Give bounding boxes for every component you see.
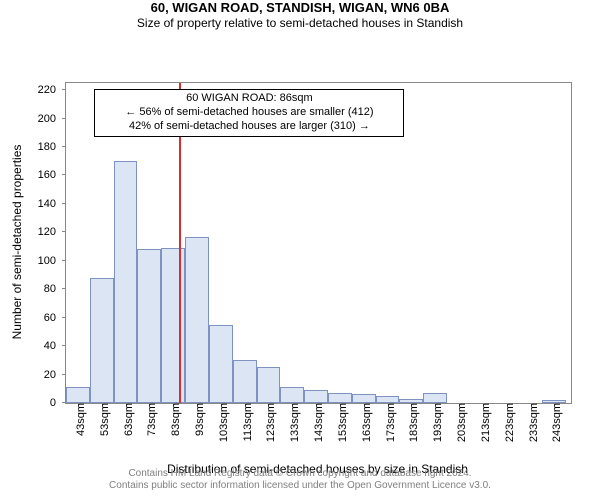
x-tick-label: 63sqm: [117, 403, 135, 436]
y-tick-label: 0: [50, 397, 66, 409]
x-tick-label: 173sqm: [379, 403, 397, 442]
x-tick-label: 53sqm: [93, 403, 111, 436]
x-tick-label: 143sqm: [307, 403, 325, 442]
histogram-bar: [114, 161, 138, 403]
x-tick-label: 183sqm: [402, 403, 420, 442]
y-tick-label: 20: [44, 369, 66, 381]
annotation-line-2: ← 56% of semi-detached houses are smalle…: [101, 106, 397, 120]
histogram-bar: [161, 248, 185, 403]
x-tick-label: 233sqm: [522, 403, 540, 442]
histogram-bar: [90, 278, 114, 403]
x-tick-label: 93sqm: [188, 403, 206, 436]
histogram-bar: [304, 390, 328, 403]
footer-line-1: Contains HM Land Registry data © Crown c…: [0, 468, 600, 480]
x-tick-label: 83sqm: [164, 403, 182, 436]
x-tick-label: 243sqm: [545, 403, 563, 442]
x-tick-label: 213sqm: [474, 403, 492, 442]
histogram-bar: [352, 394, 376, 403]
x-tick-label: 113sqm: [236, 403, 254, 441]
y-tick-label: 120: [38, 226, 66, 238]
histogram-bar: [185, 237, 209, 403]
y-tick-label: 100: [38, 255, 66, 267]
histogram-bar: [233, 360, 257, 403]
annotation-line-1: 60 WIGAN ROAD: 86sqm: [101, 92, 397, 106]
y-tick-label: 60: [44, 312, 66, 324]
chart-subtitle: Size of property relative to semi-detach…: [0, 16, 600, 30]
histogram-bar: [280, 387, 304, 403]
y-axis-label: Number of semi-detached properties: [10, 145, 24, 340]
plot-area: 02040608010012014016018020022043sqm53sqm…: [65, 82, 572, 404]
x-tick-label: 193sqm: [426, 403, 444, 442]
x-tick-label: 153sqm: [331, 403, 349, 442]
x-tick-label: 123sqm: [259, 403, 277, 442]
histogram-bar: [257, 367, 281, 403]
histogram-bar: [328, 393, 352, 403]
y-tick-label: 140: [38, 198, 66, 210]
y-tick-label: 80: [44, 283, 66, 295]
annotation-box: 60 WIGAN ROAD: 86sqm← 56% of semi-detach…: [94, 89, 404, 136]
y-tick-label: 200: [38, 113, 66, 125]
x-tick-label: 73sqm: [140, 403, 158, 436]
histogram-bar: [137, 249, 161, 403]
y-tick-label: 160: [38, 169, 66, 181]
x-tick-label: 163sqm: [355, 403, 373, 442]
x-tick-label: 203sqm: [450, 403, 468, 442]
histogram-bar: [376, 396, 400, 403]
x-tick-label: 223sqm: [498, 403, 516, 442]
x-tick-label: 103sqm: [212, 403, 230, 442]
x-tick-label: 43sqm: [69, 403, 87, 436]
y-tick-label: 40: [44, 340, 66, 352]
footer-attribution: Contains HM Land Registry data © Crown c…: [0, 468, 600, 492]
x-tick-label: 133sqm: [283, 403, 301, 442]
histogram-bar: [423, 393, 447, 403]
footer-line-2: Contains public sector information licen…: [0, 480, 600, 492]
chart-title: 60, WIGAN ROAD, STANDISH, WIGAN, WN6 0BA: [0, 0, 600, 16]
histogram-bar: [66, 387, 90, 403]
annotation-line-3: 42% of semi-detached houses are larger (…: [101, 120, 397, 134]
histogram-bar: [209, 325, 233, 403]
y-tick-label: 180: [38, 141, 66, 153]
y-tick-label: 220: [38, 84, 66, 96]
